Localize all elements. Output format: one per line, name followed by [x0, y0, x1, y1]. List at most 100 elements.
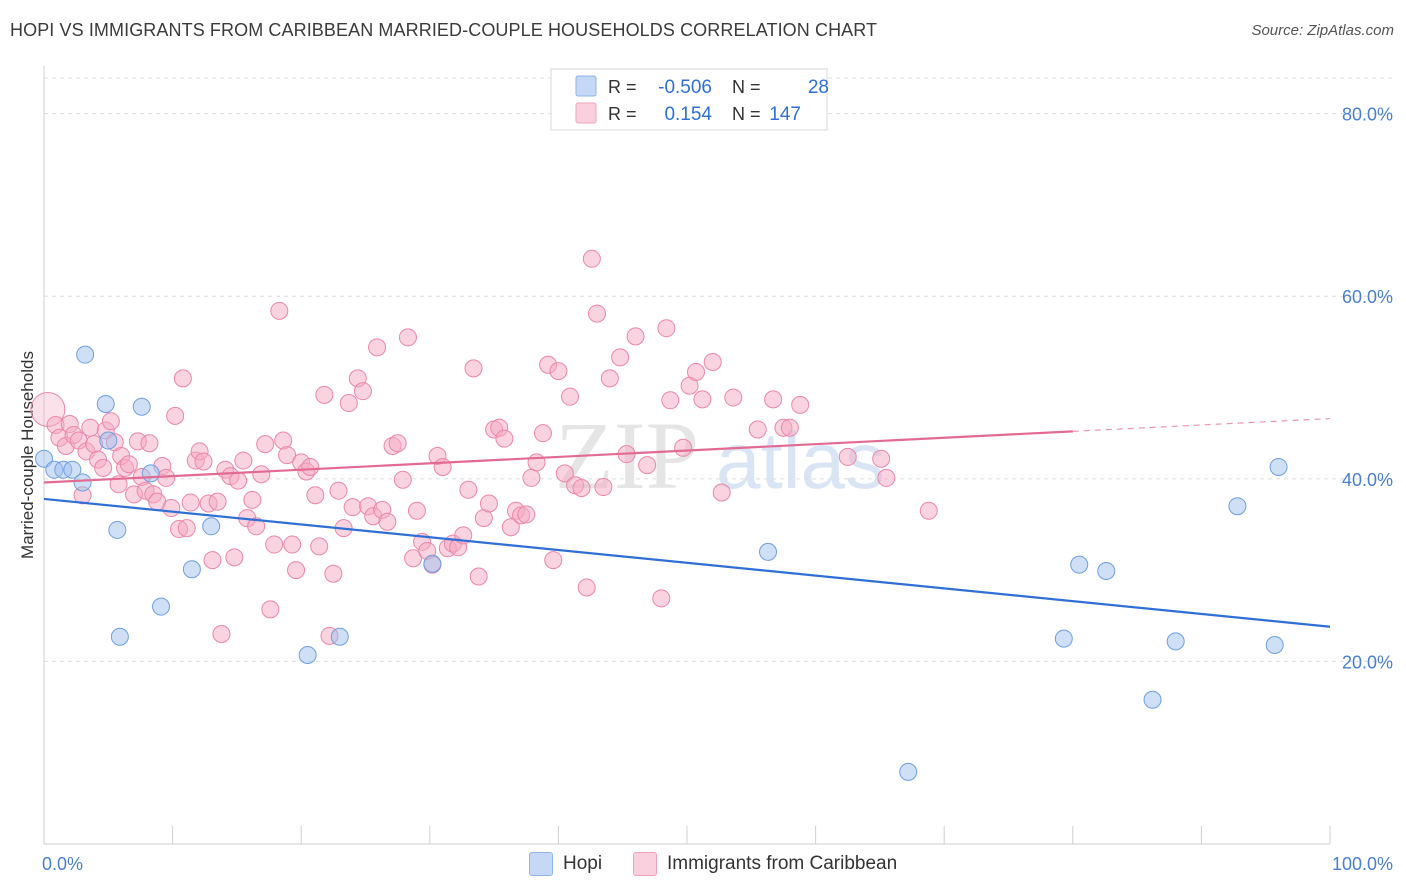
hopi-swatch — [575, 75, 597, 97]
caribbean-point — [388, 434, 407, 453]
legend-item-caribbean[interactable]: Immigrants from Caribbean — [633, 848, 897, 880]
caribbean-point — [212, 625, 231, 644]
hopi-point — [96, 394, 115, 413]
caribbean-point — [173, 369, 192, 388]
caribbean-point — [324, 564, 343, 583]
caribbean-point — [339, 394, 358, 413]
caribbean-point — [748, 420, 767, 439]
caribbean-point — [243, 490, 262, 509]
hopi-n-value: 28 — [808, 77, 829, 98]
caribbean-point — [703, 352, 722, 371]
hopi-point — [202, 517, 221, 536]
hopi-point — [1228, 497, 1247, 516]
caribbean-point — [81, 418, 100, 437]
grid-lines — [44, 77, 1392, 662]
caribbean-point — [838, 447, 857, 466]
caribbean-point — [177, 519, 196, 538]
caribbean-point — [398, 328, 417, 347]
caribbean-point — [687, 363, 706, 382]
caribbean-point — [162, 499, 181, 518]
caribbean-point — [587, 304, 606, 323]
caribbean-point — [872, 449, 891, 468]
caribbean-point — [877, 468, 896, 487]
legend-item-hopi[interactable]: Hopi — [529, 848, 602, 880]
hopi-r-value: -0.506 — [658, 77, 712, 98]
caribbean-point — [261, 600, 280, 619]
caribbean-point — [301, 457, 320, 476]
hopi-point — [73, 473, 92, 492]
caribbean-point — [404, 549, 423, 568]
caribbean-point — [638, 456, 657, 475]
caribbean-point — [517, 505, 536, 524]
caribbean-r-value: 0.154 — [664, 104, 712, 125]
caribbean-point — [712, 483, 731, 502]
caribbean-point — [626, 327, 645, 346]
hopi-trend-line — [43, 497, 1331, 628]
legend-label-caribbean: Immigrants from Caribbean — [667, 853, 898, 874]
caribbean-point — [247, 517, 266, 536]
caribbean-point — [433, 457, 452, 476]
caribbean-point — [501, 518, 520, 537]
caribbean-point — [780, 418, 799, 437]
stats-legend-frame — [550, 68, 828, 131]
caribbean-point — [549, 362, 568, 381]
hopi-point — [298, 646, 317, 665]
caribbean-n-value: 147 — [769, 104, 801, 125]
caribbean-point — [287, 561, 306, 580]
hopi-point — [132, 397, 151, 416]
hopi-point — [99, 431, 118, 450]
caribbean-point — [353, 382, 372, 401]
hopi-point — [1070, 555, 1089, 574]
caribbean-point — [329, 481, 348, 500]
hopi-point — [182, 560, 201, 579]
caribbean-trend-extension — [1072, 417, 1331, 432]
hopi-point — [141, 464, 160, 483]
bottom-legend: Hopi Immigrants from Caribbean — [0, 848, 1406, 880]
caribbean-point — [256, 435, 275, 454]
caribbean-point — [611, 348, 630, 367]
caribbean-point — [919, 501, 938, 520]
hopi-point — [423, 554, 442, 573]
caribbean-point — [522, 468, 541, 487]
hopi-point — [110, 627, 129, 646]
caribbean-point — [270, 301, 289, 320]
caribbean-point — [544, 551, 563, 570]
caribbean-point — [278, 446, 297, 465]
hopi-point — [1054, 629, 1073, 648]
caribbean-point — [407, 501, 426, 520]
hopi-point — [108, 520, 127, 539]
caribbean-r-label: R = — [608, 104, 637, 124]
source-note: Source: ZipAtlas.com — [1251, 22, 1394, 39]
caribbean-point — [791, 395, 810, 414]
hopi-r-label: R = — [608, 77, 637, 97]
caribbean-point — [378, 512, 397, 531]
caribbean-point — [393, 470, 412, 489]
watermark-atlas: atlas — [716, 416, 885, 505]
y-tick-label: 20.0% — [1342, 652, 1393, 672]
caribbean-swatch — [575, 102, 597, 124]
caribbean-point — [469, 567, 488, 586]
legend-swatch-hopi — [529, 852, 553, 876]
caribbean-point — [577, 578, 596, 597]
caribbean-point — [119, 455, 138, 474]
caribbean-point — [140, 434, 159, 453]
y-tick-label: 60.0% — [1342, 287, 1393, 307]
caribbean-point — [464, 359, 483, 378]
hopi-point — [899, 762, 918, 781]
stats-legend: R = -0.506 N = 28 R = 0.154 N = 147 — [550, 68, 829, 131]
caribbean-point — [315, 385, 334, 404]
tick-labels: 20.0% 40.0% 60.0% 80.0% 0.0% 100.0% — [42, 105, 1393, 874]
caribbean-point — [225, 548, 244, 567]
caribbean-point — [181, 493, 200, 512]
caribbean-point — [343, 498, 362, 517]
caribbean-point — [479, 494, 498, 513]
caribbean-point — [674, 438, 693, 457]
legend-label-hopi: Hopi — [563, 853, 603, 874]
caribbean-point — [657, 319, 676, 338]
caribbean-point — [101, 412, 120, 431]
caribbean-point — [234, 451, 253, 470]
caribbean-point — [194, 452, 213, 471]
caribbean-point — [283, 535, 302, 554]
caribbean-point — [94, 458, 113, 477]
